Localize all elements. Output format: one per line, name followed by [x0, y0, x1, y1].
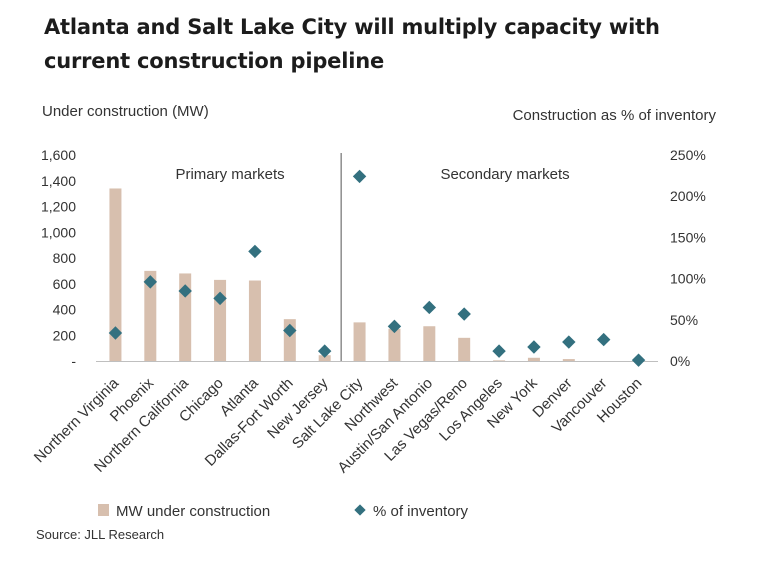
- legend-bar-swatch: [98, 504, 109, 516]
- y-tick-label: 400: [53, 302, 77, 318]
- group-label: Secondary markets: [440, 166, 569, 183]
- y-tick-label: -: [71, 353, 76, 369]
- y-tick-label: 800: [53, 250, 77, 266]
- legend-bar-label: MW under construction: [116, 503, 270, 520]
- y2-tick-label: 250%: [670, 147, 706, 163]
- group-label: Primary markets: [175, 166, 284, 183]
- source-note: Source: JLL Research: [36, 527, 165, 542]
- marker: [317, 344, 332, 358]
- legend-marker-swatch: [354, 504, 366, 516]
- bar: [562, 359, 575, 361]
- y2-tick-label: 150%: [670, 229, 706, 245]
- bar: [388, 328, 401, 361]
- marker: [352, 169, 367, 184]
- y2-tick-label: 0%: [670, 353, 690, 369]
- bar: [318, 355, 331, 361]
- y2-tick-label: 200%: [670, 188, 706, 204]
- bar: [144, 270, 157, 361]
- y-axis-label: Under construction (MW): [42, 103, 209, 120]
- marker: [422, 300, 437, 315]
- legend-marker-label: % of inventory: [373, 503, 469, 520]
- marker: [283, 323, 297, 338]
- legend: MW under construction % of inventory: [98, 503, 469, 520]
- bar: [423, 326, 436, 361]
- marker: [596, 332, 611, 347]
- bar: [458, 337, 471, 361]
- y-tick-label: 1,400: [41, 173, 76, 189]
- marker: [631, 353, 646, 367]
- y-tick-label: 1,600: [41, 147, 76, 163]
- y-tick-label: 600: [53, 276, 77, 292]
- plot-area: - 200 400 600 800 1,000 1,200 1,400 1,600 0% 50% 10…: [31, 147, 706, 476]
- chart-title: Atlanta and Salt Lake City will multiply…: [44, 15, 660, 73]
- y2-tick-label: 50%: [670, 312, 698, 328]
- marker: [527, 340, 541, 354]
- marker: [248, 244, 262, 259]
- y-tick-label: 200: [53, 327, 77, 343]
- y-tick-label: 1,200: [41, 199, 76, 215]
- bar: [109, 188, 122, 361]
- bar: [353, 322, 366, 361]
- y-tick-label: 1,000: [41, 224, 76, 240]
- bar: [493, 360, 506, 361]
- y2-tick-label: 100%: [670, 271, 706, 287]
- marker: [387, 319, 402, 334]
- bar: [179, 273, 192, 361]
- marker: [492, 344, 506, 358]
- bar: [248, 280, 261, 361]
- bar: [527, 357, 540, 361]
- marker: [457, 307, 471, 321]
- marker: [562, 335, 576, 349]
- y2-axis-label: Construction as % of inventory: [513, 107, 717, 124]
